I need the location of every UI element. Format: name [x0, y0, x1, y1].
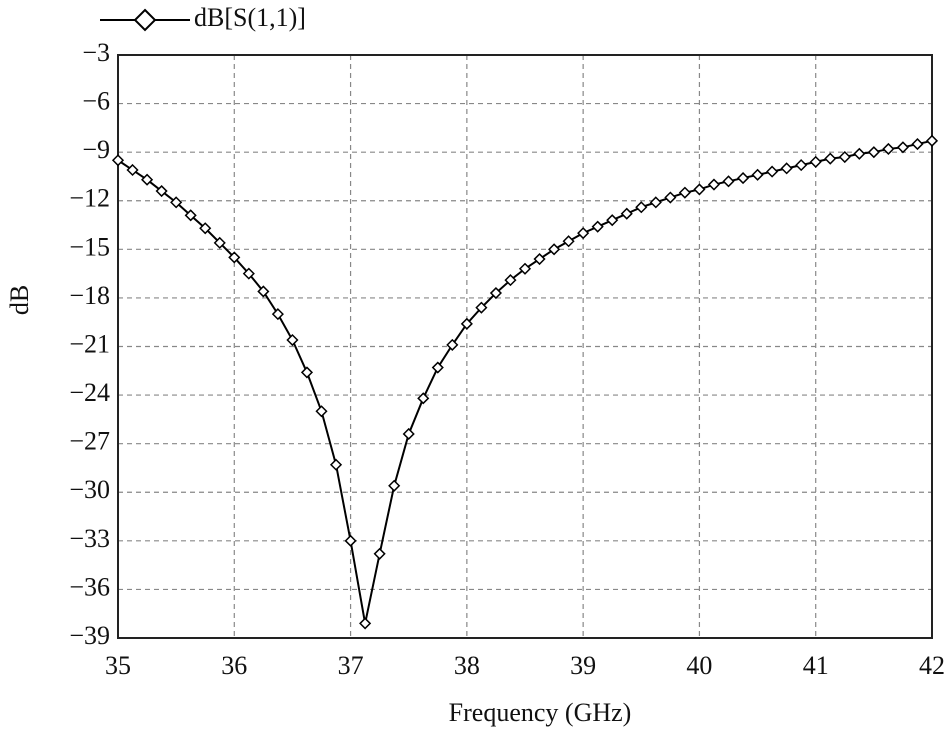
data-point — [388, 479, 401, 492]
data-point — [780, 162, 793, 175]
data-point — [344, 534, 357, 547]
data-point — [228, 251, 241, 264]
y-tick-label: −24 — [69, 378, 110, 407]
x-tick-label: 35 — [105, 651, 131, 680]
x-axis-label: Frequency (GHz) — [449, 698, 632, 727]
data-point — [111, 154, 125, 167]
legend-label: dB[S(1,1)] — [194, 3, 306, 32]
data-point — [882, 142, 895, 155]
data-point — [170, 196, 183, 209]
data-point — [577, 227, 590, 240]
data-point — [635, 201, 648, 214]
data-point — [766, 165, 779, 178]
data-point — [199, 222, 212, 235]
data-point — [184, 209, 197, 222]
data-point — [911, 138, 924, 151]
y-axis-label: dB — [5, 285, 34, 315]
data-point — [126, 163, 139, 177]
data-point — [838, 150, 851, 164]
data-point — [533, 252, 546, 266]
data-point — [271, 308, 284, 321]
data-point — [213, 236, 226, 249]
y-tick-label: −15 — [69, 232, 110, 261]
data-point — [707, 178, 721, 191]
x-tick-label: 39 — [570, 651, 596, 680]
x-tick-label: 36 — [221, 651, 247, 680]
data-point — [155, 184, 168, 198]
data-point — [562, 235, 575, 248]
y-tick-label: −36 — [69, 572, 110, 601]
data-point — [664, 191, 677, 204]
data-point — [795, 159, 808, 172]
data-point — [591, 220, 604, 233]
data-point — [518, 262, 532, 275]
y-tick-label: −30 — [69, 475, 110, 504]
data-point — [446, 338, 459, 351]
data-point — [141, 173, 154, 186]
data-point — [460, 317, 473, 330]
x-tick-label: 40 — [686, 651, 712, 680]
data-point — [242, 267, 255, 280]
data-point — [315, 405, 328, 418]
data-point — [736, 172, 750, 185]
data-point — [606, 214, 619, 227]
data-point — [751, 168, 764, 181]
data-point — [504, 274, 517, 287]
data-point — [693, 183, 706, 196]
data-point — [649, 196, 662, 209]
y-tick-label: −39 — [69, 621, 110, 650]
data-point — [824, 152, 837, 165]
y-tick-label: −3 — [82, 38, 110, 67]
y-tick-label: −18 — [69, 281, 110, 310]
data-point — [678, 186, 691, 199]
y-tick-label: −27 — [69, 427, 110, 456]
data-point — [809, 155, 822, 168]
data-point — [402, 427, 415, 441]
data-point — [286, 333, 299, 347]
x-tick-label: 41 — [803, 651, 829, 680]
data-point — [620, 207, 633, 220]
data-point — [489, 286, 502, 300]
data-point — [475, 301, 488, 314]
x-tick-label: 38 — [454, 651, 480, 680]
data-point — [896, 141, 909, 154]
data-point — [853, 147, 866, 160]
data-point — [431, 361, 444, 374]
plot-frame — [117, 54, 933, 639]
y-tick-label: −21 — [69, 329, 110, 358]
data-point — [359, 617, 372, 630]
data-point — [329, 458, 343, 471]
data-point — [548, 243, 561, 256]
x-tick-label: 42 — [919, 651, 944, 680]
y-tick-label: −9 — [82, 135, 110, 164]
y-tick-label: −6 — [82, 87, 110, 116]
data-point — [373, 547, 386, 560]
data-point — [257, 285, 270, 298]
data-point — [722, 175, 735, 188]
data-point — [417, 392, 430, 405]
legend-marker — [133, 8, 157, 32]
data-point — [867, 146, 880, 159]
data-point — [300, 366, 314, 379]
data-point — [925, 134, 939, 147]
y-tick-label: −12 — [69, 184, 110, 213]
y-tick-label: −33 — [69, 524, 110, 553]
x-tick-label: 37 — [338, 651, 364, 680]
